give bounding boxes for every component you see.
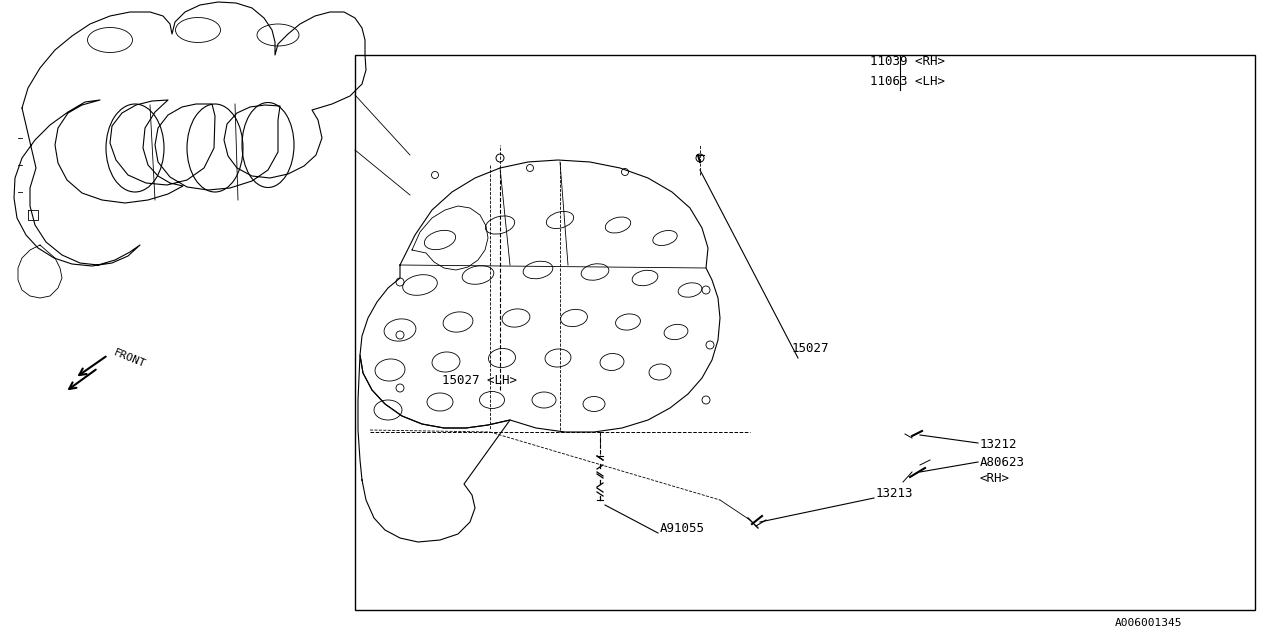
Text: A80623: A80623 — [980, 456, 1025, 468]
Text: 11063 <LH>: 11063 <LH> — [870, 75, 945, 88]
Circle shape — [696, 154, 704, 162]
Text: 13213: 13213 — [876, 487, 914, 500]
Text: 13212: 13212 — [980, 438, 1018, 451]
Circle shape — [497, 154, 504, 162]
Text: 15027 <LH>: 15027 <LH> — [442, 374, 517, 387]
Text: A91055: A91055 — [660, 522, 705, 535]
Text: 15027: 15027 — [792, 342, 829, 355]
Text: A006001345: A006001345 — [1115, 618, 1183, 628]
Text: FRONT: FRONT — [113, 348, 147, 370]
Text: <RH>: <RH> — [980, 472, 1010, 484]
Text: 11039 <RH>: 11039 <RH> — [870, 55, 945, 68]
Bar — [355, 55, 1254, 610]
